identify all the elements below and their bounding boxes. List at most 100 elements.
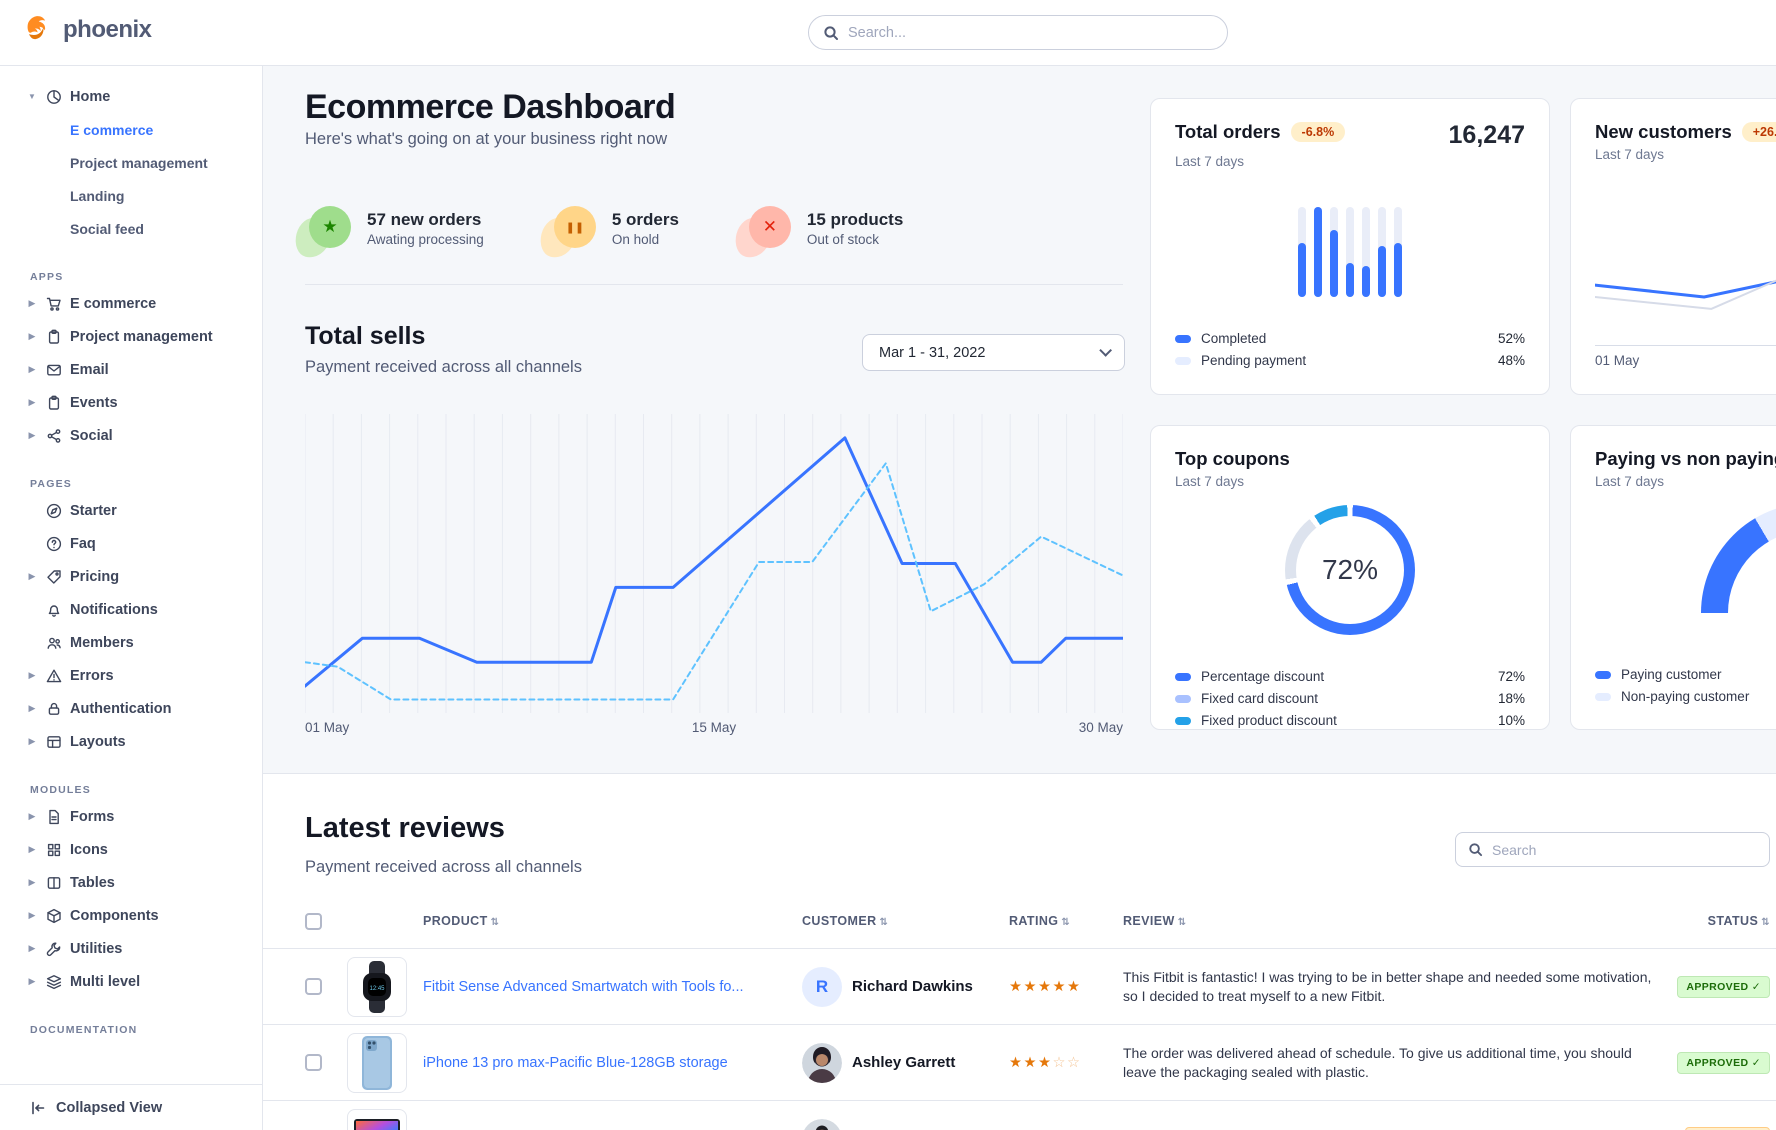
sidebar-subitem-social-feed[interactable]: Social feed: [70, 220, 144, 237]
sidebar-section-label: DOCUMENTATION: [30, 1024, 138, 1036]
row-checkbox[interactable]: [305, 978, 322, 995]
sidebar-item-layouts[interactable]: ▶ Layouts: [0, 725, 262, 758]
envelope-icon: [46, 362, 62, 378]
sidebar-item-components[interactable]: ▶ Components: [0, 899, 262, 932]
column-header-customer[interactable]: CUSTOMER ⇅: [802, 914, 889, 928]
sidebar-item-notifications[interactable]: Notifications: [0, 593, 262, 626]
sidebar-item-label: Email: [70, 361, 109, 378]
legend-item: Pending payment 48%: [1175, 353, 1525, 368]
sidebar-item-label: Starter: [70, 502, 117, 519]
sidebar-subitem-landing[interactable]: Landing: [70, 187, 125, 204]
reviews-search-input[interactable]: [1492, 841, 1757, 858]
legend-swatch: [1595, 692, 1611, 701]
select-all-checkbox[interactable]: [305, 912, 322, 930]
users-icon: [46, 635, 62, 651]
table-row: iPhone 13 pro max-Pacific Blue-128GB sto…: [263, 1025, 1776, 1101]
order-bar: [1298, 207, 1306, 297]
order-bar: [1362, 207, 1370, 297]
brand-logo[interactable]: phoenix: [24, 14, 152, 45]
wrench-icon: [46, 941, 62, 957]
sidebar-subitem-project-management[interactable]: Project management: [70, 154, 208, 171]
sidebar-item-members[interactable]: Members: [0, 626, 262, 659]
product-link[interactable]: iPhone 13 pro max-Pacific Blue-128GB sto…: [423, 1054, 728, 1071]
legend-label: Pending payment: [1201, 353, 1307, 368]
paying-gauge-chart: [1701, 503, 1776, 723]
top-coupons-center-value: 72%: [1321, 554, 1379, 585]
sidebar-item-home[interactable]: ▼ Home: [0, 80, 262, 113]
sidebar-item-multi-level[interactable]: ▶ Multi level: [0, 965, 262, 998]
row-checkbox[interactable]: [305, 1054, 322, 1071]
caret-right-icon: ▶: [28, 571, 36, 581]
question-icon: [46, 536, 62, 552]
sidebar-item-email[interactable]: ▶ Email: [0, 353, 262, 386]
top-coupons-legend: Percentage discount 72% Fixed card disco…: [1175, 669, 1525, 728]
legend-swatch: [1595, 670, 1611, 679]
sidebar-subitem-e-commerce[interactable]: E commerce: [70, 121, 154, 138]
column-header-review[interactable]: REVIEW ⇅: [1123, 914, 1187, 928]
reviews-search[interactable]: [1455, 832, 1770, 867]
caret-right-icon: ▶: [28, 397, 36, 407]
grid4-icon: [46, 842, 62, 858]
date-range-select[interactable]: Mar 1 - 31, 2022: [862, 334, 1125, 371]
sidebar-item-social[interactable]: ▶ Social: [0, 419, 262, 452]
sidebar-item-label: Forms: [70, 808, 115, 825]
stat-star: ★ 57 new orders Awating processing: [291, 206, 484, 262]
sidebar-item-e-commerce[interactable]: ▶ E commerce: [0, 287, 262, 320]
sidebar-item-faq[interactable]: Faq: [0, 527, 262, 560]
sidebar-item-authentication[interactable]: ▶ Authentication: [0, 692, 262, 725]
chevron-down-icon: [1099, 344, 1112, 357]
sidebar-item-label: Pricing: [70, 568, 120, 585]
sort-icon: ⇅: [1177, 917, 1187, 928]
reviews-table-body: 12:45 Fitbit Sense Advanced Smartwatch w…: [263, 949, 1776, 1130]
stat-subtitle: Out of stock: [806, 231, 879, 247]
sidebar-item-project-management[interactable]: ▶ Project management: [0, 320, 262, 353]
paying-title: Paying vs non paying: [1595, 448, 1776, 469]
legend-swatch: [1175, 716, 1191, 725]
global-search-input[interactable]: [848, 24, 1213, 41]
legend-label: Fixed product discount: [1201, 713, 1337, 728]
legend-value: 10%: [1497, 713, 1525, 728]
rating-stars: ★★★★★: [1009, 978, 1082, 995]
columns-icon: [46, 875, 62, 891]
status-badge: APPROVED ✓: [1677, 1051, 1770, 1074]
product-link[interactable]: Fitbit Sense Advanced Smartwatch with To…: [423, 978, 744, 995]
legend-label: Fixed card discount: [1201, 691, 1319, 706]
sidebar-item-label: Components: [70, 907, 159, 924]
stat-title: 57 new orders: [367, 209, 482, 229]
search-icon: [823, 25, 839, 41]
order-bar: [1330, 207, 1338, 297]
reviews-table: PRODUCT ⇅ CUSTOMER ⇅ RATING ⇅ REVIEW ⇅ STATU…: [263, 894, 1776, 1130]
column-header-status[interactable]: STATUS ⇅: [1707, 914, 1770, 928]
legend-item: Paying customer: [1595, 667, 1776, 682]
new-customers-line-chart: [1593, 279, 1776, 310]
order-bar: [1378, 207, 1386, 297]
column-header-product[interactable]: PRODUCT ⇅: [423, 914, 500, 928]
avatar: R: [802, 966, 842, 1007]
top-coupons-period: Last 7 days: [1175, 474, 1245, 489]
sidebar-item-starter[interactable]: Starter: [0, 494, 262, 527]
search-icon: [1468, 842, 1483, 857]
tag-icon: [46, 569, 62, 585]
sidebar-item-label: Project management: [70, 328, 213, 345]
sidebar-item-forms[interactable]: ▶ Forms: [0, 800, 262, 833]
sidebar-item-errors[interactable]: ▶ Errors: [0, 659, 262, 692]
sidebar-item-tables[interactable]: ▶ Tables: [0, 866, 262, 899]
caret-right-icon: ▶: [28, 670, 36, 680]
sidebar: ▼ Home E commerce Project management Landin…: [0, 66, 263, 1130]
reviews-table-header: PRODUCT ⇅ CUSTOMER ⇅ RATING ⇅ REVIEW ⇅ STATU…: [263, 894, 1776, 949]
x-tick: 30 May: [1078, 720, 1123, 735]
sidebar-item-pricing[interactable]: ▶ Pricing: [0, 560, 262, 593]
new-customers-change-badge: +26.5%: [1741, 122, 1776, 142]
table-row: 12:45 Fitbit Sense Advanced Smartwatch w…: [263, 949, 1776, 1025]
caret-down-icon: ▼: [28, 92, 36, 101]
sidebar-item-events[interactable]: ▶ Events: [0, 386, 262, 419]
collapse-view-toggle[interactable]: Collapsed View: [0, 1084, 262, 1130]
legend-label: Completed: [1201, 331, 1267, 346]
legend-swatch: [1175, 694, 1191, 703]
column-header-rating[interactable]: RATING ⇅: [1009, 914, 1071, 928]
sidebar-section-label: APPS: [30, 271, 64, 283]
sidebar-item-utilities[interactable]: ▶ Utilities: [0, 932, 262, 965]
global-search[interactable]: [808, 15, 1228, 50]
caret-right-icon: ▶: [28, 811, 36, 821]
sidebar-item-icons[interactable]: ▶ Icons: [0, 833, 262, 866]
